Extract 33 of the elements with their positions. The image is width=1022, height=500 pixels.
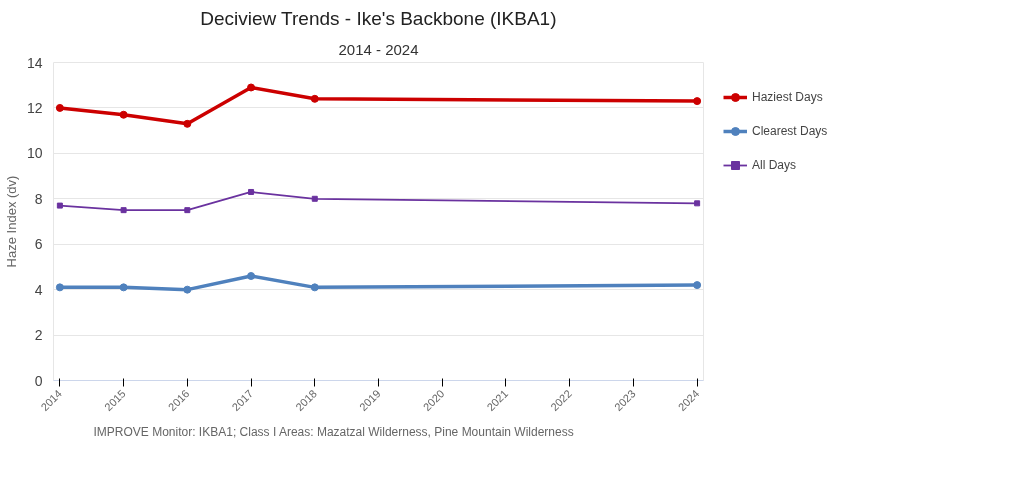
y-tick-label: 10 xyxy=(26,145,43,162)
chart-title: Deciview Trends - Ike's Backbone (IKBA1) xyxy=(200,7,557,29)
point xyxy=(248,188,255,195)
y-tick-label: 2 xyxy=(34,327,43,344)
legend-label: All Days xyxy=(752,158,797,172)
y-tick-label: 0 xyxy=(34,372,43,389)
chart-subtitle: 2014 - 2024 xyxy=(338,40,419,58)
point xyxy=(310,94,319,103)
point xyxy=(310,283,319,292)
point xyxy=(247,272,256,281)
point xyxy=(55,283,64,292)
text: IMPROVE Monitor: IKBA1; Class I Areas: Mazatzal Wilderness, Pine Mountain Wilderness xyxy=(93,424,574,439)
legend-label: Haziest Days xyxy=(752,90,823,104)
y-tick-label: 8 xyxy=(34,190,43,207)
point xyxy=(183,285,192,294)
legend-label: Clearest Days xyxy=(752,124,828,138)
point xyxy=(183,119,192,128)
point xyxy=(119,283,128,292)
y-tick-label: 6 xyxy=(34,236,43,253)
point xyxy=(694,200,701,207)
point xyxy=(120,207,127,214)
point xyxy=(119,110,128,119)
point xyxy=(311,195,318,202)
y-tick-label: 12 xyxy=(26,99,43,116)
y-tick-label: 14 xyxy=(26,54,43,71)
y-tick-label: 4 xyxy=(34,281,43,298)
point xyxy=(55,103,64,112)
point xyxy=(184,207,191,214)
point xyxy=(247,83,256,92)
point xyxy=(693,97,702,106)
point xyxy=(56,202,63,209)
point xyxy=(693,281,702,290)
y-axis-title: Haze Index (dv) xyxy=(3,175,19,268)
